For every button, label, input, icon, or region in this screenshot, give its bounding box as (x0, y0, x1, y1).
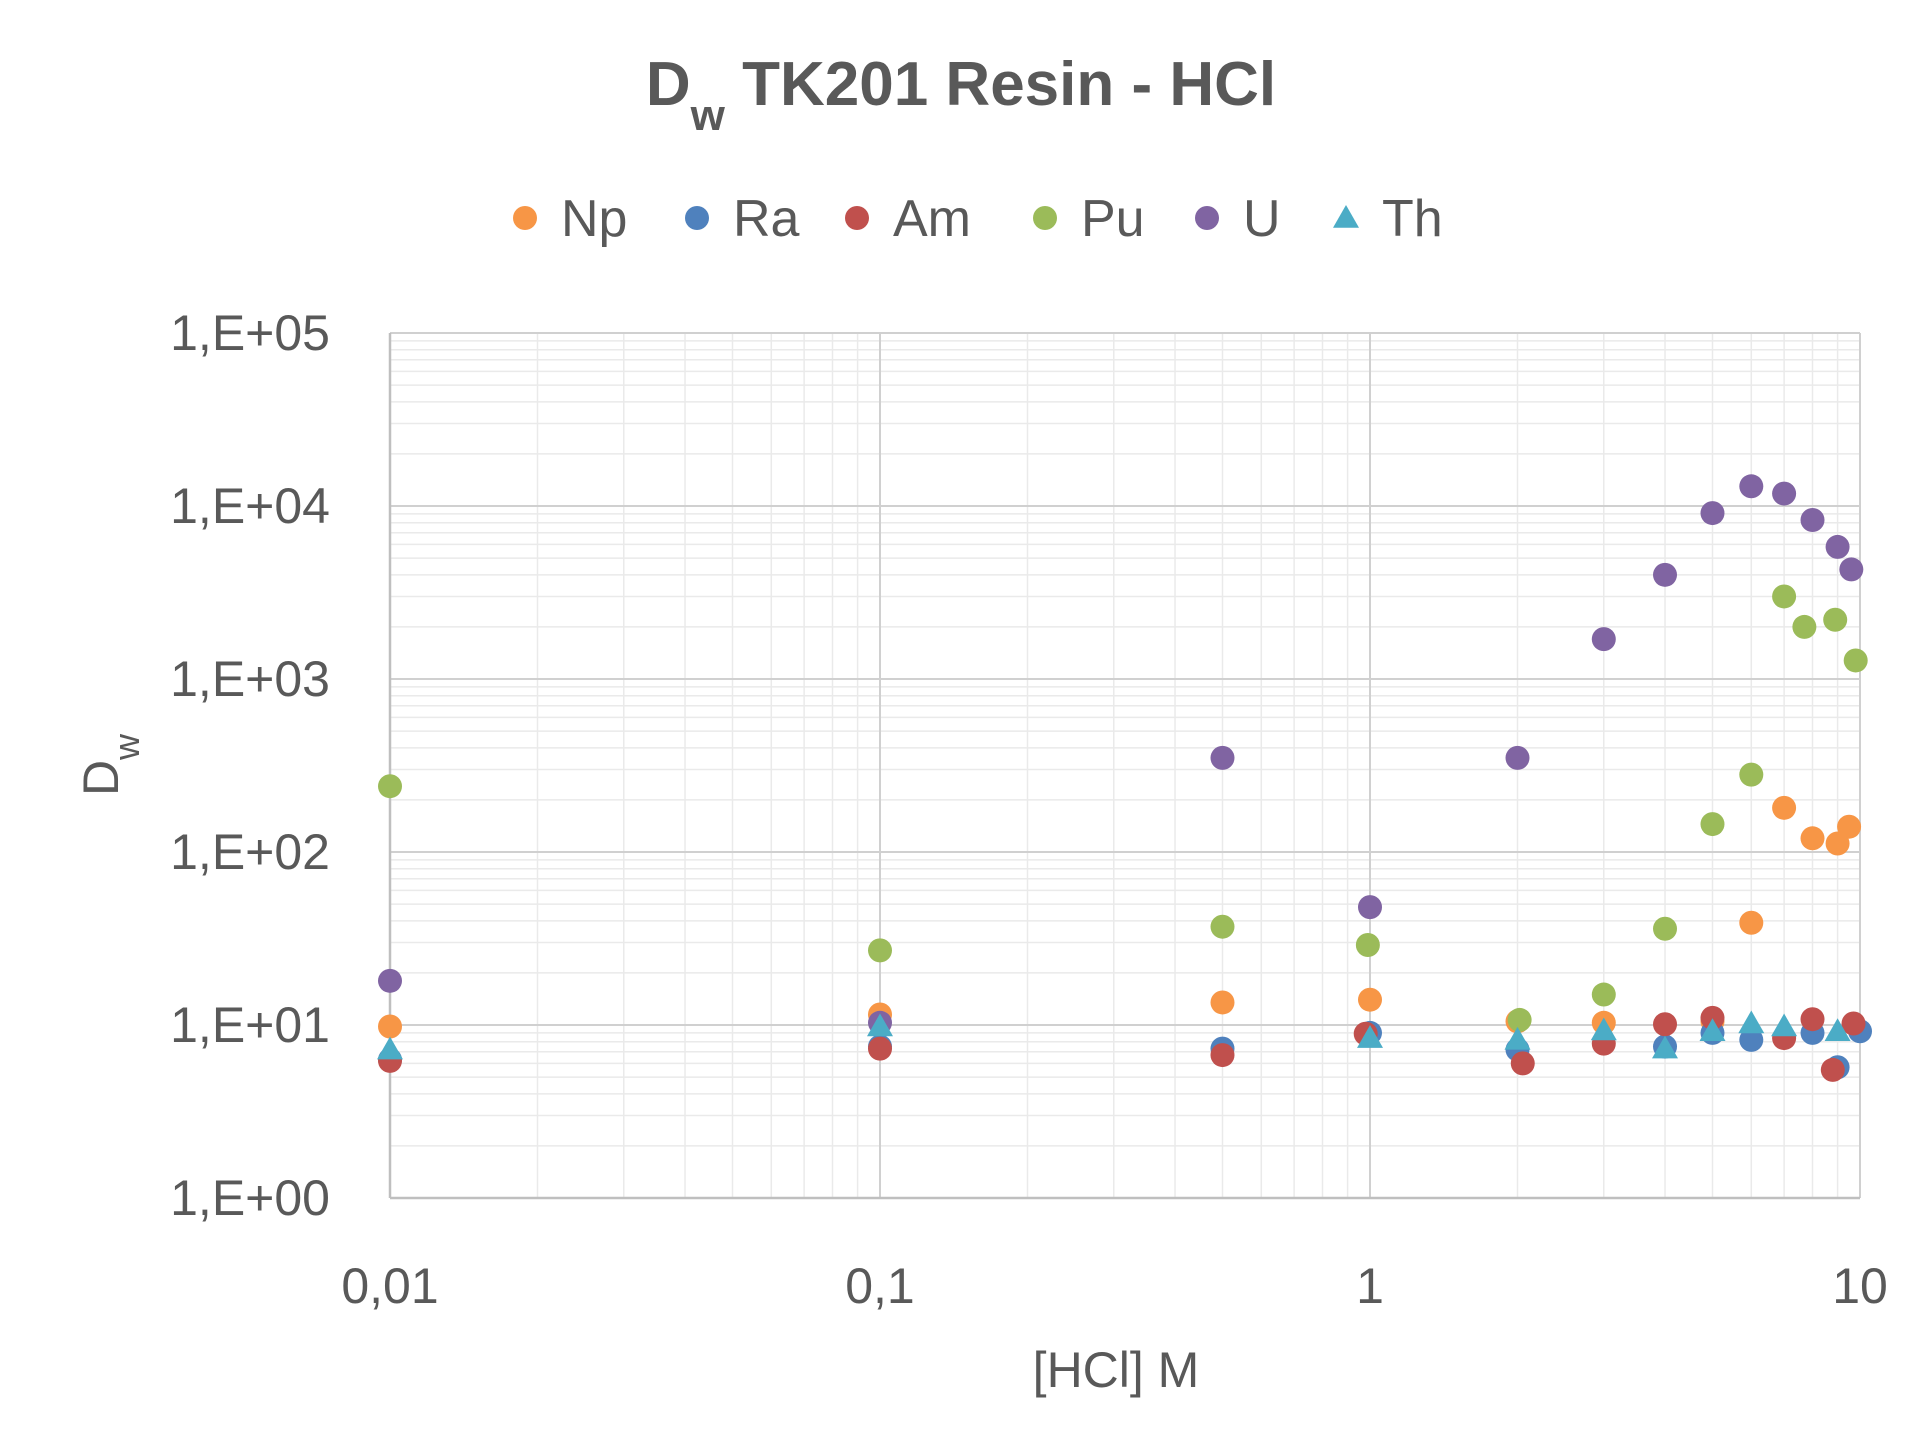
data-point-np (1739, 910, 1764, 935)
x-tick-label: 0,1 (845, 1258, 915, 1314)
data-point-pu (1843, 648, 1868, 673)
data-point-pu (378, 774, 402, 799)
data-point-th (1590, 1017, 1617, 1041)
legend-label: Ra (733, 190, 800, 248)
legend-item-am: Am (845, 190, 971, 248)
data-point-am (1841, 1011, 1866, 1036)
legend-marker (845, 206, 869, 230)
data-point-np (1800, 826, 1825, 851)
series-am (378, 1005, 1866, 1082)
data-point-np (378, 1014, 402, 1039)
data-point-u (1839, 557, 1864, 582)
data-point-th (1357, 1025, 1383, 1048)
series-np (378, 795, 1862, 1039)
data-point-pu (1355, 933, 1380, 958)
x-tick-label: 0,01 (341, 1258, 438, 1314)
data-point-th (1824, 1018, 1851, 1042)
series-th (377, 1010, 1851, 1060)
series-pu (378, 584, 1868, 1032)
data-point-am (1800, 1007, 1825, 1032)
data-point-pu (1653, 916, 1678, 941)
legend-item-th: Th (1333, 190, 1443, 248)
data-point-u (1800, 507, 1825, 532)
data-point-np (1358, 987, 1382, 1012)
data-point-u (1505, 745, 1530, 770)
data-point-th (377, 1036, 403, 1060)
y-tick-label: 1,E+00 (170, 1170, 330, 1226)
data-point-am (1210, 1043, 1235, 1068)
data-point-u (1772, 481, 1797, 506)
legend-label: Pu (1081, 190, 1145, 248)
legend-marker (685, 206, 709, 230)
y-tick-label: 1,E+03 (170, 651, 330, 707)
data-point-np (1210, 990, 1235, 1015)
data-point-ra (1739, 1027, 1764, 1052)
data-point-th (1771, 1013, 1798, 1037)
data-point-np (1837, 814, 1862, 839)
data-point-th (1699, 1018, 1726, 1042)
x-tick-label: 10 (1832, 1258, 1888, 1314)
data-point-pu (868, 938, 892, 963)
data-point-pu (1591, 982, 1616, 1007)
legend-marker (1195, 206, 1219, 230)
data-point-u (378, 968, 402, 993)
legend-item-pu: Pu (1033, 190, 1145, 248)
y-tick-label: 1,E+05 (170, 305, 330, 361)
legend-label: Am (893, 190, 971, 248)
data-point-pu (1823, 607, 1848, 632)
data-point-u (1210, 745, 1235, 770)
data-point-am (1653, 1012, 1678, 1037)
legend-item-ra: Ra (685, 190, 800, 248)
x-axis-title: [HCl] M (1033, 1342, 1200, 1398)
series-ra (378, 1019, 1872, 1080)
data-point-am (1820, 1057, 1845, 1082)
data-point-u (1700, 501, 1725, 526)
data-point-pu (1210, 914, 1235, 939)
data-point-am (1510, 1051, 1535, 1076)
legend-marker (1333, 205, 1359, 228)
data-point-u (1825, 534, 1850, 559)
data-point-pu (1507, 1007, 1532, 1032)
data-point-pu (1792, 614, 1817, 639)
y-axis-title: Dw (73, 733, 147, 796)
data-point-u (1358, 895, 1382, 920)
data-point-u (1591, 627, 1616, 652)
data-point-th (1652, 1035, 1679, 1059)
data-point-th (1504, 1026, 1531, 1050)
data-point-np (1772, 795, 1797, 820)
legend-item-np: Np (513, 190, 627, 248)
legend-item-u: U (1195, 190, 1281, 248)
data-point-th (1738, 1010, 1765, 1034)
y-tick-label: 1,E+04 (170, 478, 330, 534)
data-point-pu (1772, 584, 1797, 609)
chart-title: Dw TK201 Resin - HCl (646, 50, 1276, 140)
legend-marker (1033, 206, 1057, 230)
axes: 0,01 0,1 1 10 1,E+00 1,E+01 1,E+02 1,E+03 1,E+04… (170, 305, 1888, 1314)
legend: Np Ra Am Pu U Th (513, 190, 1443, 248)
legend-marker (513, 206, 537, 230)
data-points (377, 474, 1872, 1082)
y-tick-label: 1,E+01 (170, 997, 330, 1053)
legend-label: Th (1382, 190, 1443, 248)
x-tick-label: 1 (1356, 1258, 1384, 1314)
series-u (378, 474, 1864, 1035)
data-point-u (1653, 562, 1678, 587)
data-point-am (868, 1036, 892, 1061)
data-point-am (1700, 1005, 1725, 1030)
legend-label: U (1243, 190, 1281, 248)
legend-label: Np (561, 190, 627, 248)
data-point-pu (1700, 812, 1725, 837)
data-point-pu (1739, 762, 1764, 787)
y-tick-label: 1,E+02 (170, 824, 330, 880)
data-point-np (1825, 831, 1850, 856)
data-point-th (867, 1013, 893, 1037)
data-point-u (1739, 474, 1764, 499)
grid (389, 332, 1861, 1199)
